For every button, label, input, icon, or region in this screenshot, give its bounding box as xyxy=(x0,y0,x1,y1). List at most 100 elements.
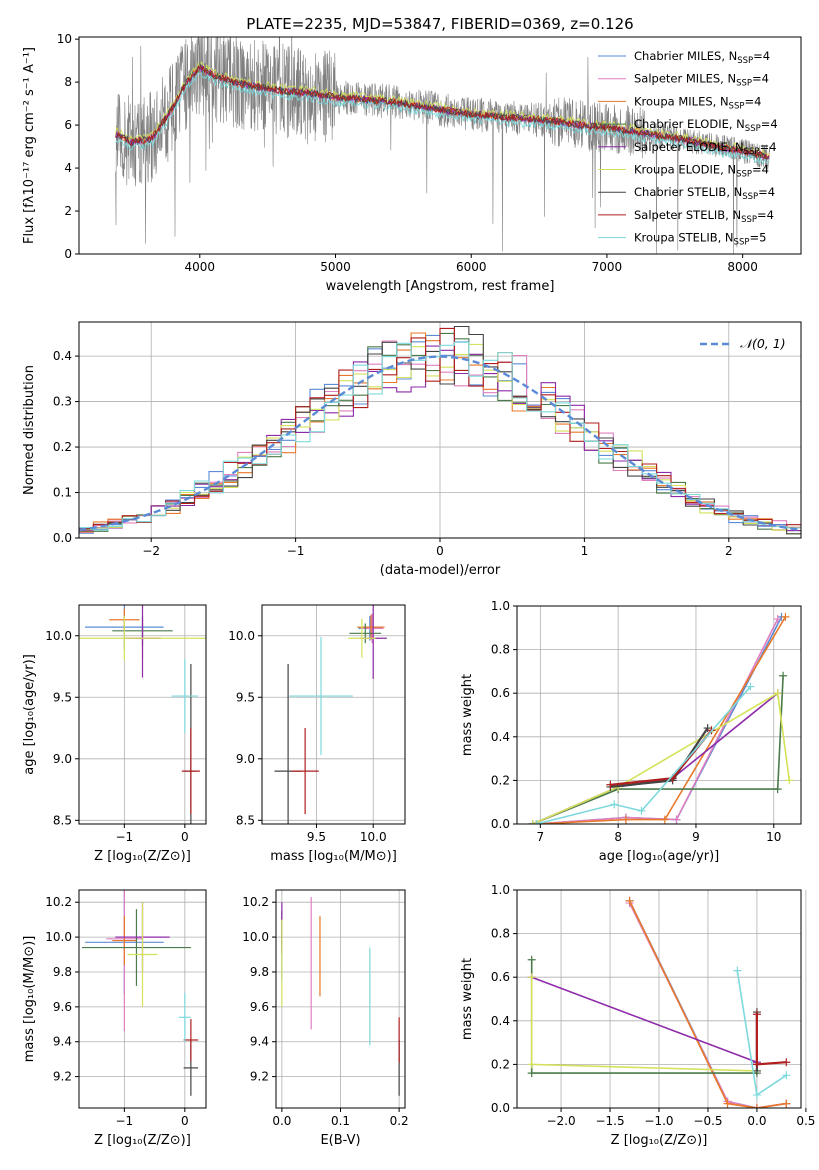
y-tick-label: 8 xyxy=(64,75,72,89)
x-axis-label: Z [log₁₀(Z/Z⊙)] xyxy=(611,1133,708,1148)
legend-entry: Salpeter ELODIE, NSSP=4 xyxy=(634,140,777,157)
x-tick-label: 1 xyxy=(581,544,589,558)
errorbar-point-6 xyxy=(79,616,206,661)
y-axis-label: Normed distribution xyxy=(22,365,37,495)
x-axis-label: (data-model)/error xyxy=(380,563,501,578)
errorbar-point-3 xyxy=(112,916,137,965)
errorbar-point-8 xyxy=(291,728,319,815)
x-tick-label: 7000 xyxy=(592,260,623,274)
series-marker xyxy=(752,1090,761,1099)
series-marker xyxy=(527,955,536,964)
mass-weight-series-4 xyxy=(532,675,784,824)
y-tick-label: 4 xyxy=(64,161,72,175)
x-tick-label: 0.0 xyxy=(747,1114,766,1128)
y-tick-label: 0.8 xyxy=(491,927,510,941)
x-axis-label: mass [log₁₀(M/M⊙)] xyxy=(270,849,397,864)
y-tick-label: 0.2 xyxy=(491,773,510,787)
x-tick-label: 8000 xyxy=(727,260,758,274)
x-tick-label: 5000 xyxy=(320,260,351,274)
series-marker xyxy=(733,966,742,975)
legend-entry: 𝒩(0, 1) xyxy=(740,336,786,351)
mass-weight-series-3 xyxy=(628,900,787,1108)
series-marker xyxy=(779,671,788,680)
series-marker xyxy=(625,896,634,905)
series-marker xyxy=(752,1104,761,1108)
axes-frame xyxy=(516,605,802,825)
series-marker xyxy=(752,1010,761,1019)
y-tick-label: 9.4 xyxy=(53,1035,72,1049)
y-tick-label: 10.0 xyxy=(228,629,255,643)
x-tick-label: 10.0 xyxy=(360,830,387,844)
legend-entry: Kroupa ELODIE, NSSP=4 xyxy=(634,163,769,180)
y-tick-label: 9.8 xyxy=(53,965,72,979)
legend-entry: Kroupa MILES, NSSP=4 xyxy=(634,94,761,111)
y-tick-label: 9.6 xyxy=(53,1000,72,1014)
y-tick-label: 10 xyxy=(57,32,72,46)
plot-area xyxy=(281,896,400,1096)
y-tick-label: 8.5 xyxy=(53,813,72,827)
series-marker xyxy=(773,689,782,698)
plot-area xyxy=(274,605,387,824)
legend-entry: Salpeter STELIB, NSSP=4 xyxy=(634,208,774,225)
x-tick-label: 4000 xyxy=(185,260,216,274)
axes-frame xyxy=(78,604,207,825)
errorbar-point-6 xyxy=(348,618,376,658)
x-tick-label: 9 xyxy=(692,830,700,844)
y-tick-label: 1.0 xyxy=(491,883,510,897)
y-tick-label: 9.4 xyxy=(250,1035,269,1049)
y-tick-label: 0.4 xyxy=(53,349,72,363)
x-tick-label: 2 xyxy=(725,544,733,558)
mass-weight-series-6 xyxy=(530,977,757,1072)
x-tick-label: −1 xyxy=(116,1114,134,1128)
x-axis-label: Z [log₁₀(Z/Z⊙)] xyxy=(94,1133,191,1148)
x-tick-label: 9.5 xyxy=(307,830,326,844)
plot-area xyxy=(79,605,206,824)
series-marker xyxy=(782,1099,791,1108)
x-tick-label: 0 xyxy=(181,1114,189,1128)
y-tick-label: 6 xyxy=(64,118,72,132)
series-marker xyxy=(621,815,630,824)
y-tick-label: 0.2 xyxy=(53,440,72,454)
errorbar-point-9 xyxy=(178,992,191,1042)
y-tick-label: 9.2 xyxy=(250,1070,269,1084)
panel-residual_histogram: −2 −1 0 1 2 0.0 0.1 0.2 0.3 0.4 (data-model)/error… xyxy=(22,321,802,578)
series-marker xyxy=(782,1071,791,1080)
x-axis-label: wavelength [Angstrom, rest frame] xyxy=(326,279,555,294)
series-marker xyxy=(527,1060,536,1069)
y-tick-label: 9.5 xyxy=(236,690,255,704)
x-tick-label: −1.0 xyxy=(644,1114,673,1128)
y-tick-label: 0.6 xyxy=(491,970,510,984)
legend-entry: Chabrier MILES, NSSP=4 xyxy=(634,49,770,66)
panel-spectrum: 4000 5000 6000 7000 8000 0 2 4 6 8 10 wavelength [A… xyxy=(22,32,802,294)
errorbar-point-9 xyxy=(289,636,353,756)
mass-weight-series-5 xyxy=(532,692,779,824)
series-marker xyxy=(637,806,646,815)
mass-weight-series-6 xyxy=(532,691,791,824)
panel-mass_vs_EBV: 0.0 0.1 0.2 9.2 9.4 9.6 9.8 10.0 10.2 E(B-V) xyxy=(242,889,409,1148)
mass-weight-series-9 xyxy=(736,970,787,1097)
x-axis-label: E(B-V) xyxy=(320,1133,360,1148)
series-marker xyxy=(532,820,541,824)
y-tick-label: 0.0 xyxy=(491,1101,510,1115)
y-tick-label: 10.2 xyxy=(242,895,269,909)
errorbar-point-9 xyxy=(171,659,199,733)
series-marker xyxy=(527,973,536,982)
x-tick-label: −1 xyxy=(287,544,305,558)
plot-area xyxy=(79,325,801,535)
x-tick-label: 0.5 xyxy=(796,1114,815,1128)
x-tick-label: 8 xyxy=(614,830,622,844)
legend-entry: Kroupa STELIB, NSSP=5 xyxy=(634,231,766,248)
x-tick-label: −1.5 xyxy=(595,1114,624,1128)
series-marker xyxy=(723,1099,732,1108)
series-marker xyxy=(746,682,755,691)
y-tick-label: 0.6 xyxy=(491,686,510,700)
mass-weight-series-2 xyxy=(536,618,779,824)
plot-area xyxy=(82,890,199,1096)
y-tick-label: 9.5 xyxy=(53,690,72,704)
series-marker xyxy=(527,1069,536,1078)
y-tick-label: 0.4 xyxy=(491,1014,510,1028)
panel-mass_vs_Z: −1 0 9.2 9.4 9.6 9.8 10.0 10.2 Z [log₁₀(Z/Z⊙)] ma… xyxy=(22,889,207,1148)
y-tick-label: 0 xyxy=(64,247,72,261)
